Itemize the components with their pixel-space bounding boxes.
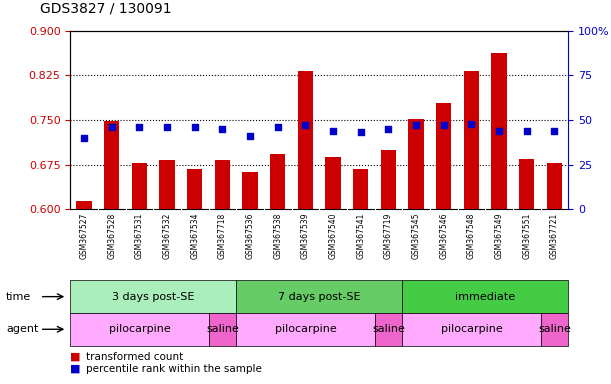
Text: GSM367538: GSM367538 — [273, 213, 282, 259]
Text: pilocarpine: pilocarpine — [109, 324, 170, 334]
Bar — [298, 71, 313, 209]
Text: 3 days post-SE: 3 days post-SE — [112, 291, 194, 302]
Text: ■: ■ — [70, 364, 81, 374]
Text: saline: saline — [372, 324, 405, 334]
Point — [467, 121, 477, 127]
Bar — [243, 172, 258, 209]
Bar — [70, 313, 208, 346]
Point — [356, 129, 365, 136]
Text: immediate: immediate — [455, 291, 515, 302]
Text: GSM367527: GSM367527 — [79, 213, 89, 259]
Text: transformed count: transformed count — [86, 352, 183, 362]
Bar — [270, 154, 285, 209]
Point — [384, 126, 393, 132]
Point — [273, 124, 283, 130]
Bar — [104, 121, 119, 209]
Bar — [159, 161, 175, 209]
Text: GSM367541: GSM367541 — [356, 213, 365, 259]
Text: ■: ■ — [70, 352, 81, 362]
Bar — [436, 103, 452, 209]
Text: pilocarpine: pilocarpine — [441, 324, 502, 334]
Text: pilocarpine: pilocarpine — [274, 324, 336, 334]
Text: GSM367551: GSM367551 — [522, 213, 531, 259]
Point — [79, 135, 89, 141]
Text: 7 days post-SE: 7 days post-SE — [278, 291, 360, 302]
Text: percentile rank within the sample: percentile rank within the sample — [86, 364, 262, 374]
Bar — [402, 313, 541, 346]
Text: GSM367534: GSM367534 — [190, 213, 199, 259]
Point — [107, 124, 117, 130]
Text: GSM367718: GSM367718 — [218, 213, 227, 259]
Bar — [464, 71, 479, 209]
Point — [301, 122, 310, 128]
Text: GSM367548: GSM367548 — [467, 213, 476, 259]
Bar — [547, 163, 562, 209]
Bar — [519, 159, 535, 209]
Text: GSM367545: GSM367545 — [412, 213, 420, 259]
Bar — [353, 169, 368, 209]
Bar — [402, 280, 568, 313]
Text: GDS3827 / 130091: GDS3827 / 130091 — [40, 2, 171, 15]
Point — [190, 124, 200, 130]
Point — [218, 126, 227, 132]
Text: GSM367719: GSM367719 — [384, 213, 393, 259]
Text: GSM367721: GSM367721 — [550, 213, 559, 259]
Text: GSM367531: GSM367531 — [135, 213, 144, 259]
Bar — [381, 150, 396, 209]
Point — [134, 124, 144, 130]
Point — [549, 127, 559, 134]
Bar — [76, 201, 92, 209]
Bar — [236, 280, 402, 313]
Bar — [187, 169, 202, 209]
Bar — [236, 313, 375, 346]
Bar — [491, 53, 507, 209]
Text: agent: agent — [6, 324, 38, 334]
Text: GSM367528: GSM367528 — [108, 213, 116, 259]
Bar — [326, 157, 341, 209]
Point — [522, 127, 532, 134]
Text: time: time — [6, 291, 31, 302]
Point — [494, 127, 504, 134]
Point — [439, 122, 448, 128]
Bar — [409, 119, 423, 209]
Text: GSM367540: GSM367540 — [329, 213, 338, 259]
Text: saline: saline — [538, 324, 571, 334]
Bar — [70, 280, 236, 313]
Bar — [132, 163, 147, 209]
Point — [328, 127, 338, 134]
Text: GSM367532: GSM367532 — [163, 213, 172, 259]
Bar — [215, 160, 230, 209]
Bar — [375, 313, 402, 346]
Bar — [208, 313, 236, 346]
Text: GSM367539: GSM367539 — [301, 213, 310, 259]
Text: saline: saline — [206, 324, 239, 334]
Text: GSM367536: GSM367536 — [246, 213, 255, 259]
Text: GSM367549: GSM367549 — [494, 213, 503, 259]
Text: GSM367546: GSM367546 — [439, 213, 448, 259]
Bar — [541, 313, 568, 346]
Point — [411, 122, 421, 128]
Point — [245, 133, 255, 139]
Point — [162, 124, 172, 130]
